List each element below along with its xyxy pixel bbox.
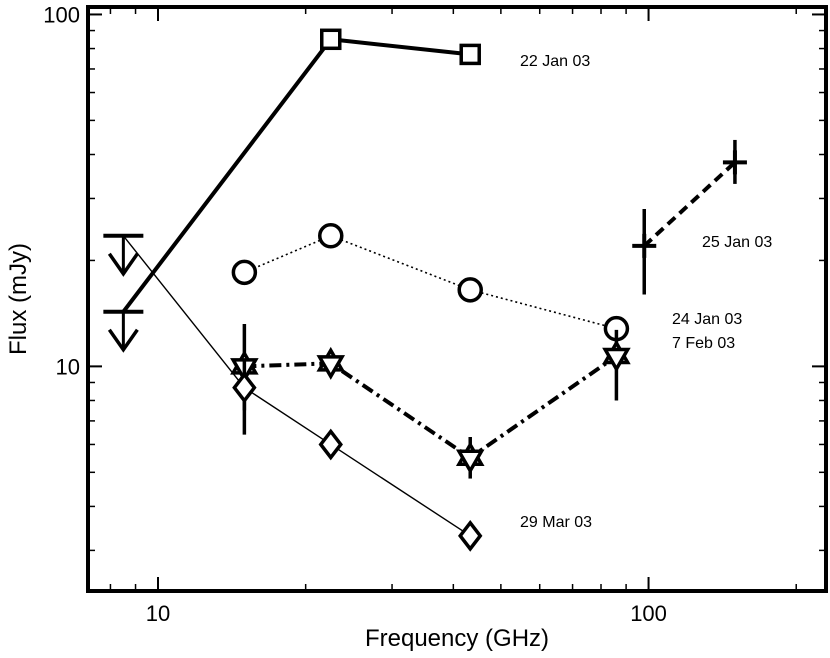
tick-labels: 10 100 10 100 xyxy=(43,2,667,626)
plot-series xyxy=(103,28,747,552)
star-marker-down xyxy=(316,355,346,380)
series-25-jan-03 xyxy=(632,139,747,295)
series-24-jan-03 xyxy=(231,223,630,342)
series-line xyxy=(244,234,617,330)
series-labels: 22 Jan 03 25 Jan 03 24 Jan 03 7 Feb 03 29 Ma… xyxy=(520,53,772,531)
star-marker-down xyxy=(602,347,631,373)
upper-limit-arrowhead xyxy=(107,328,139,353)
series-22-jan-03 xyxy=(121,28,481,313)
series-29-mar-03 xyxy=(122,235,483,552)
series-label: 29 Mar 03 xyxy=(520,514,592,531)
star-marker-down xyxy=(455,449,485,475)
y-tick-label: 10 xyxy=(56,354,80,379)
circle-marker xyxy=(457,277,483,303)
series-line xyxy=(642,160,737,248)
circle-marker xyxy=(231,259,258,286)
diamond-marker xyxy=(232,371,257,404)
axis-ticks xyxy=(88,7,826,591)
series-label: 25 Jan 03 xyxy=(702,234,772,251)
square-marker xyxy=(459,43,481,66)
series-7-feb-03 xyxy=(230,323,631,479)
upper-limit-arrowhead xyxy=(107,252,139,277)
series-label: 24 Jan 03 xyxy=(672,311,742,328)
diamond-marker xyxy=(318,428,343,461)
series-label: 22 Jan 03 xyxy=(520,53,590,70)
series-label: 7 Feb 03 xyxy=(672,335,735,352)
plot-frame xyxy=(86,5,828,593)
square-marker xyxy=(320,28,342,51)
x-axis-label: Frequency (GHz) xyxy=(365,625,549,652)
y-tick-label: 100 xyxy=(43,2,80,27)
upper-limit-arrow xyxy=(103,309,144,353)
x-tick-label: 10 xyxy=(146,601,170,626)
upper-limit-arrow xyxy=(103,233,144,277)
diamond-marker xyxy=(458,519,483,552)
y-axis-label: Flux (mJy) xyxy=(5,243,32,355)
series-line xyxy=(244,354,618,460)
series-line xyxy=(121,37,471,313)
series-line xyxy=(122,235,471,537)
circle-marker xyxy=(318,223,344,249)
x-tick-label: 100 xyxy=(630,601,667,626)
